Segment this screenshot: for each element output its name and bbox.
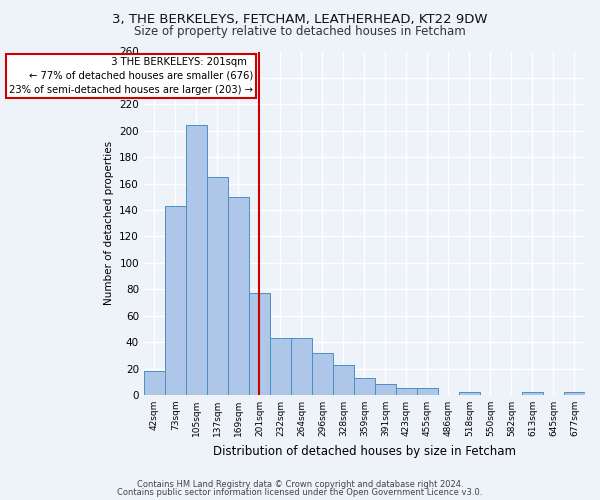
Bar xyxy=(354,378,375,395)
Bar xyxy=(228,197,249,395)
Bar xyxy=(291,338,312,395)
Bar xyxy=(522,392,543,395)
Bar xyxy=(375,384,396,395)
Text: 3 THE BERKELEYS: 201sqm  
← 77% of detached houses are smaller (676)
23% of semi: 3 THE BERKELEYS: 201sqm ← 77% of detache… xyxy=(9,57,253,95)
Bar xyxy=(396,388,417,395)
Y-axis label: Number of detached properties: Number of detached properties xyxy=(104,141,113,306)
Text: Size of property relative to detached houses in Fetcham: Size of property relative to detached ho… xyxy=(134,25,466,38)
Bar xyxy=(564,392,585,395)
Bar xyxy=(144,371,165,395)
Bar xyxy=(417,388,438,395)
Text: Contains HM Land Registry data © Crown copyright and database right 2024.: Contains HM Land Registry data © Crown c… xyxy=(137,480,463,489)
X-axis label: Distribution of detached houses by size in Fetcham: Distribution of detached houses by size … xyxy=(213,444,516,458)
Text: 3, THE BERKELEYS, FETCHAM, LEATHERHEAD, KT22 9DW: 3, THE BERKELEYS, FETCHAM, LEATHERHEAD, … xyxy=(112,12,488,26)
Bar xyxy=(249,293,270,395)
Bar xyxy=(186,126,207,395)
Bar xyxy=(459,392,480,395)
Bar xyxy=(333,364,354,395)
Bar xyxy=(270,338,291,395)
Bar xyxy=(165,206,186,395)
Text: Contains public sector information licensed under the Open Government Licence v3: Contains public sector information licen… xyxy=(118,488,482,497)
Bar xyxy=(207,177,228,395)
Bar xyxy=(312,352,333,395)
